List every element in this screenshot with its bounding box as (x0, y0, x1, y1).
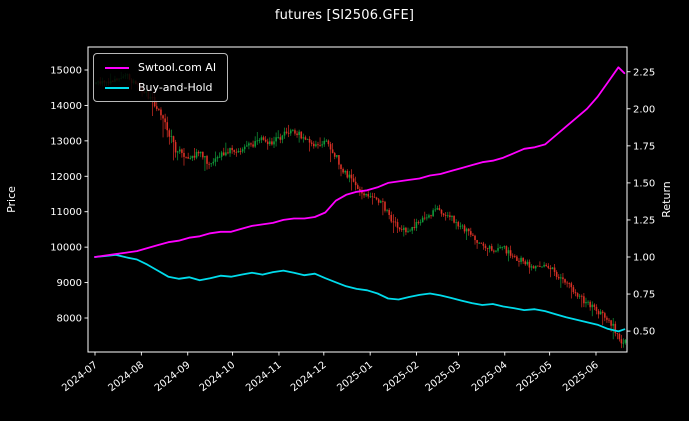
ai-return-line (94, 66, 626, 258)
svg-text:2024-11: 2024-11 (244, 360, 284, 394)
svg-text:9000: 9000 (57, 278, 82, 289)
svg-text:2025-06: 2025-06 (561, 360, 601, 394)
svg-text:11000: 11000 (50, 207, 82, 218)
svg-text:14000: 14000 (50, 101, 82, 112)
right-axis-label: Return (660, 181, 673, 218)
svg-text:2024-10: 2024-10 (198, 360, 238, 394)
svg-text:13000: 13000 (50, 136, 82, 147)
legend-item-ai: Swtool.com AI (105, 61, 216, 74)
left-axis-label: Price (5, 186, 18, 213)
legend-item-bh: Buy-and-Hold (105, 81, 216, 94)
svg-text:0.50: 0.50 (633, 327, 655, 338)
svg-text:0.75: 0.75 (633, 290, 655, 301)
svg-text:12000: 12000 (50, 172, 82, 183)
bh-return-line (94, 253, 626, 333)
candles-layer (95, 71, 627, 349)
y-axis-price: 8000 9000 10000 11000 12000 13000 14000 15000 (50, 66, 88, 325)
svg-text:1.50: 1.50 (633, 178, 655, 189)
x-axis: 2024-07 2024-08 2024-09 2024-10 2024-11 2024-… (60, 352, 601, 394)
bh-line-sample (105, 86, 129, 89)
svg-text:8000: 8000 (57, 314, 82, 325)
svg-text:2025-04: 2025-04 (470, 360, 510, 394)
svg-text:2025-02: 2025-02 (382, 360, 422, 394)
svg-text:2024-09: 2024-09 (153, 360, 193, 394)
svg-text:2025-01: 2025-01 (335, 360, 375, 394)
svg-text:1.00: 1.00 (633, 253, 655, 264)
svg-text:2.00: 2.00 (633, 104, 655, 115)
svg-text:1.25: 1.25 (633, 215, 655, 226)
y-axis-return: 0.50 0.75 1.00 1.25 1.50 1.75 2.00 2.25 (627, 67, 655, 338)
svg-text:10000: 10000 (50, 243, 82, 254)
chart-title: futures [SI2506.GFE] (274, 8, 415, 23)
svg-text:2.25: 2.25 (633, 67, 655, 78)
ai-line-sample (105, 66, 129, 69)
svg-text:2024-08: 2024-08 (106, 360, 146, 394)
svg-text:2025-03: 2025-03 (424, 360, 464, 394)
legend-label-bh: Buy-and-Hold (138, 81, 213, 94)
legend-label-ai: Swtool.com AI (138, 61, 217, 74)
svg-text:2024-12: 2024-12 (289, 360, 329, 394)
svg-text:2024-07: 2024-07 (60, 360, 100, 394)
svg-text:1.75: 1.75 (633, 141, 655, 152)
legend: Swtool.com AI Buy-and-Hold (93, 53, 229, 102)
svg-text:2025-05: 2025-05 (515, 360, 555, 394)
svg-text:15000: 15000 (50, 66, 82, 77)
